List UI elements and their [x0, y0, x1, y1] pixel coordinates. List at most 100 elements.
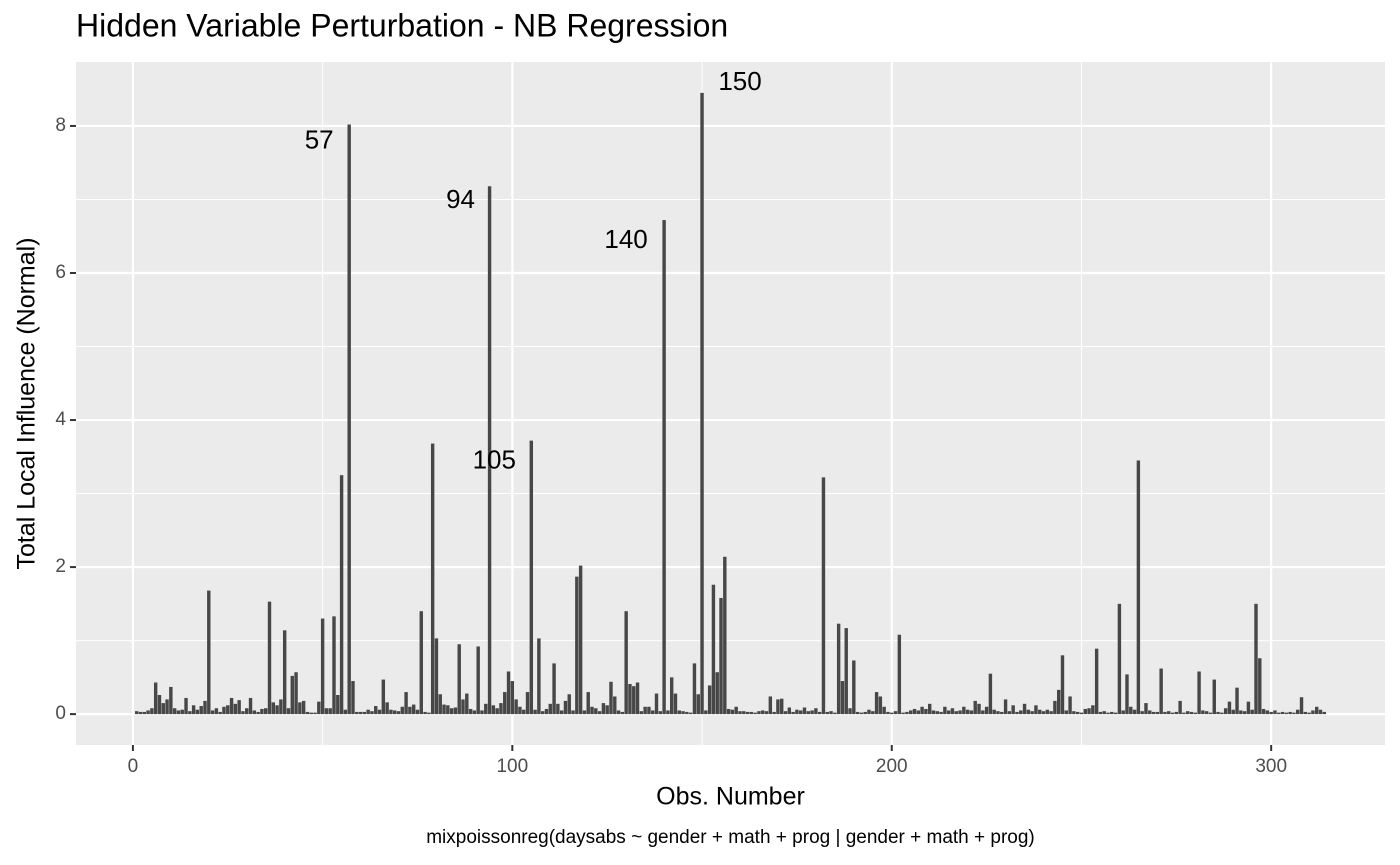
bar [529, 440, 534, 715]
bar [992, 709, 996, 715]
bar [1254, 603, 1258, 715]
bar [639, 711, 644, 715]
bar [465, 693, 469, 715]
bar [184, 697, 188, 715]
bar [893, 711, 898, 715]
bar [1231, 709, 1235, 715]
bar [1110, 711, 1114, 715]
bar [408, 706, 412, 715]
bar [878, 696, 883, 715]
annotation: 94 [446, 184, 475, 214]
bar [146, 710, 150, 715]
bar [381, 679, 386, 715]
bar [484, 703, 488, 715]
bar [704, 710, 708, 715]
bar [203, 700, 207, 715]
bar [719, 597, 723, 715]
bar [1068, 696, 1072, 715]
bar [427, 712, 431, 715]
bar [825, 711, 829, 715]
bar [180, 709, 184, 715]
bar [863, 711, 867, 715]
bar [658, 711, 663, 715]
bar [711, 584, 716, 715]
bar [700, 92, 704, 715]
x-tick-label: 100 [496, 756, 528, 777]
bar [298, 702, 302, 715]
bar [620, 711, 625, 715]
bar [438, 694, 442, 715]
bar [943, 706, 947, 715]
bar [692, 663, 697, 715]
x-tick-label: 300 [1255, 756, 1287, 777]
bar [924, 708, 928, 715]
bar [525, 692, 530, 715]
bar [305, 711, 310, 715]
bar [833, 712, 837, 715]
bar [336, 695, 340, 715]
bar [996, 711, 1000, 715]
bar [301, 700, 306, 715]
bar [950, 708, 955, 715]
bar [571, 710, 575, 715]
bar [1000, 711, 1004, 715]
bar [609, 681, 613, 715]
bar [457, 644, 461, 715]
bar [499, 703, 503, 715]
bar [487, 186, 492, 715]
bar [1307, 712, 1311, 715]
bar [142, 711, 147, 715]
bar [210, 710, 215, 715]
bar [1151, 711, 1156, 715]
bar [1189, 711, 1194, 715]
bar [317, 701, 321, 715]
bar [673, 693, 678, 715]
bar [510, 681, 515, 715]
chart-title: Hidden Variable Perturbation - NB Regres… [76, 7, 728, 43]
bar [339, 475, 344, 715]
caption: mixpoissonreg(daysabs ~ gender + math + … [426, 827, 1035, 848]
bar [582, 710, 587, 715]
bar [836, 623, 841, 715]
bar [1265, 710, 1270, 715]
bar [1102, 711, 1106, 715]
bar [324, 708, 329, 715]
bar [738, 711, 742, 715]
bar [654, 693, 659, 715]
bar [575, 576, 579, 715]
bar [1163, 711, 1167, 715]
bar [783, 711, 788, 715]
bar [734, 706, 738, 715]
bar [271, 702, 276, 715]
bar [981, 710, 985, 715]
bar [309, 712, 313, 715]
bar [1083, 708, 1087, 715]
bar [229, 697, 234, 715]
bar [798, 710, 803, 715]
bar [605, 705, 609, 715]
bar [245, 708, 249, 715]
bar [468, 708, 473, 715]
bar [1314, 706, 1319, 715]
bar [430, 443, 435, 715]
bar [1015, 711, 1019, 715]
bar [909, 710, 913, 715]
bar [1227, 701, 1232, 715]
y-tick-label: 6 [55, 262, 66, 283]
bar [1292, 712, 1296, 715]
bar [707, 685, 712, 715]
bar [757, 711, 761, 715]
bar [351, 681, 355, 715]
bar [442, 704, 446, 715]
bar [264, 708, 268, 715]
bar [548, 703, 552, 715]
bar [753, 712, 757, 715]
x-tick-label: 200 [876, 756, 908, 777]
bar [905, 711, 909, 715]
bar [153, 682, 158, 715]
bar [730, 709, 735, 715]
bar [495, 708, 499, 715]
bar [1075, 711, 1080, 715]
bar [195, 709, 200, 715]
bar [696, 694, 700, 715]
